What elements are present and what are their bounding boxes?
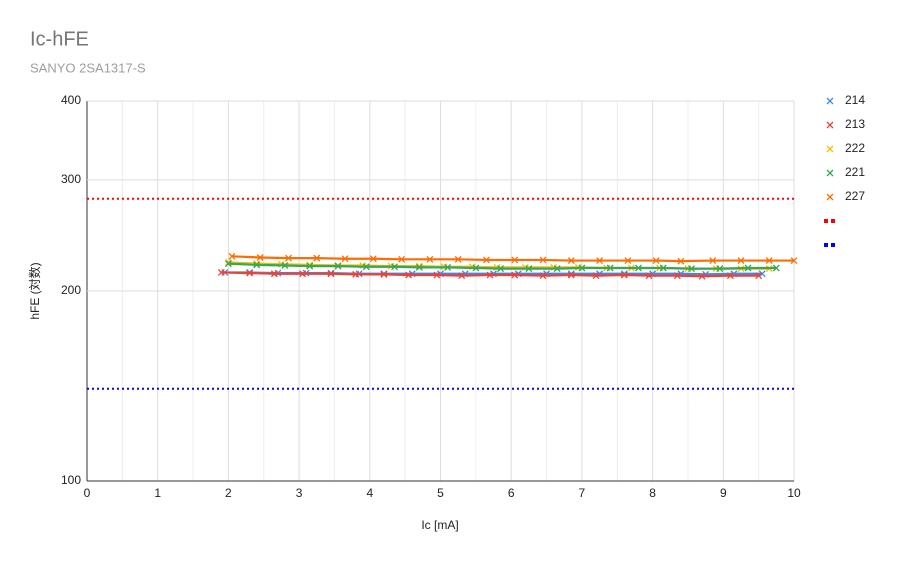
point-marker xyxy=(525,265,533,273)
y-tick-label: 400 xyxy=(61,93,81,107)
point-marker xyxy=(567,271,575,279)
point-marker xyxy=(362,263,370,271)
y-axis-label: hFE (対数) xyxy=(27,262,42,319)
legend-label: 214 xyxy=(845,93,865,107)
x-tick-label: 7 xyxy=(579,486,586,500)
legend-marker xyxy=(826,145,834,153)
point-marker xyxy=(444,263,452,271)
x-tick-label: 8 xyxy=(649,486,656,500)
point-marker xyxy=(270,270,278,278)
point-marker xyxy=(673,272,681,280)
point-marker xyxy=(539,272,547,280)
point-marker xyxy=(253,261,261,269)
point-marker xyxy=(726,272,734,280)
point-marker xyxy=(380,270,388,278)
legend-label: 222 xyxy=(845,141,865,155)
point-marker xyxy=(405,271,413,279)
point-marker xyxy=(606,264,614,272)
point-marker xyxy=(369,255,377,263)
point-marker xyxy=(327,270,335,278)
legend-marker xyxy=(826,97,834,105)
x-tick-label: 1 xyxy=(154,486,161,500)
chart-title: Ic-hFE xyxy=(30,28,89,50)
point-marker xyxy=(511,271,519,279)
point-marker xyxy=(256,254,264,261)
point-marker xyxy=(716,265,724,273)
point-marker xyxy=(415,263,423,271)
point-marker xyxy=(688,265,695,273)
legend-marker xyxy=(826,169,834,177)
point-marker xyxy=(652,257,660,265)
point-marker xyxy=(539,256,547,264)
point-marker xyxy=(341,255,349,263)
point-marker xyxy=(299,270,307,278)
point-marker xyxy=(737,257,745,265)
point-marker xyxy=(744,264,752,272)
point-marker xyxy=(511,256,519,264)
point-marker xyxy=(790,257,798,265)
point-marker xyxy=(567,257,575,265)
point-marker xyxy=(285,254,292,262)
point-marker xyxy=(553,265,561,273)
point-marker xyxy=(624,257,632,265)
point-marker xyxy=(578,264,586,272)
point-marker xyxy=(458,272,466,280)
point-marker xyxy=(592,272,600,280)
point-marker xyxy=(472,264,480,272)
point-marker xyxy=(596,257,604,265)
point-marker xyxy=(758,270,766,278)
x-tick-label: 2 xyxy=(225,486,232,500)
x-tick-label: 4 xyxy=(366,486,373,500)
point-marker xyxy=(620,271,628,279)
legend-marker xyxy=(826,193,834,201)
point-marker xyxy=(772,264,780,272)
legend-label: 227 xyxy=(845,189,865,203)
point-marker xyxy=(497,265,505,273)
point-marker xyxy=(224,260,232,268)
point-marker xyxy=(228,252,236,260)
y-tick-label: 100 xyxy=(61,473,81,487)
point-marker xyxy=(454,255,462,263)
point-marker xyxy=(433,271,441,279)
point-marker xyxy=(217,268,225,276)
point-marker xyxy=(352,270,360,278)
x-tick-label: 5 xyxy=(437,486,444,500)
x-tick-label: 6 xyxy=(508,486,515,500)
point-marker xyxy=(486,271,494,279)
x-tick-label: 10 xyxy=(787,486,801,500)
x-axis-label: Ic [mA] xyxy=(421,518,458,532)
point-marker xyxy=(334,262,342,270)
x-tick-label: 3 xyxy=(296,486,303,500)
point-marker xyxy=(426,255,434,263)
point-marker xyxy=(659,264,667,272)
legend-label: 213 xyxy=(845,117,865,131)
legend-label: 221 xyxy=(845,165,865,179)
point-marker xyxy=(306,262,314,270)
point-marker xyxy=(281,262,289,269)
point-marker xyxy=(677,257,685,265)
y-tick-label: 300 xyxy=(61,172,81,186)
point-marker xyxy=(246,269,254,277)
legend-marker xyxy=(826,121,834,129)
x-tick-label: 0 xyxy=(84,486,91,500)
point-marker xyxy=(635,264,642,272)
point-marker xyxy=(765,257,773,265)
point-marker xyxy=(709,257,717,265)
point-marker xyxy=(645,272,653,280)
point-marker xyxy=(313,254,321,262)
point-marker xyxy=(398,255,406,263)
point-marker xyxy=(482,256,490,264)
chart-subtitle: SANYO 2SA1317-S xyxy=(30,60,146,75)
y-tick-label: 200 xyxy=(61,283,81,297)
point-marker xyxy=(698,272,706,280)
point-marker xyxy=(755,272,763,280)
x-tick-label: 9 xyxy=(720,486,727,500)
point-marker xyxy=(391,263,399,271)
